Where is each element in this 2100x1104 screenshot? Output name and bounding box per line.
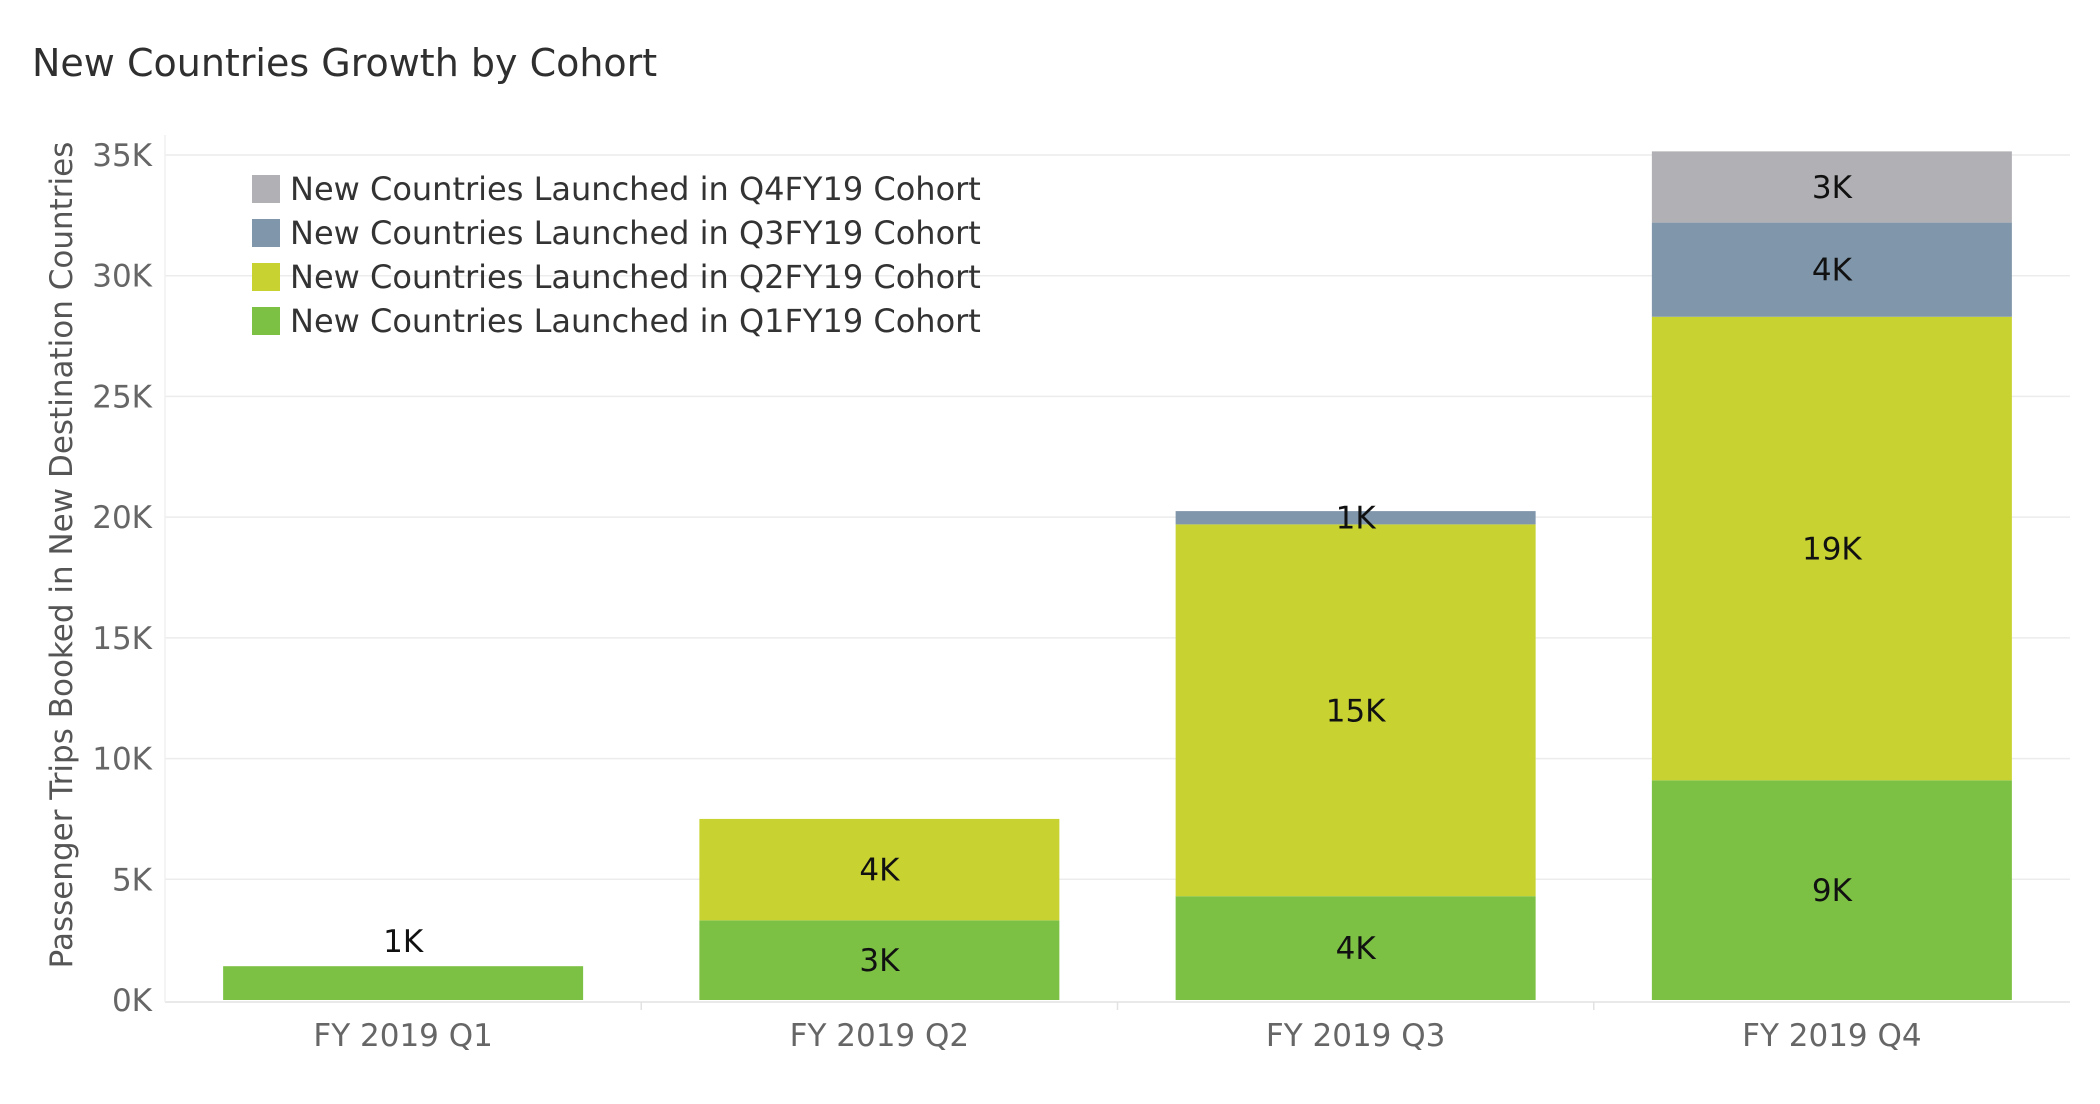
y-tick-label: 10K bbox=[92, 742, 152, 778]
x-tick-label: FY 2019 Q3 bbox=[1266, 1018, 1446, 1054]
y-tick-label: 25K bbox=[92, 379, 152, 415]
bar-segment[interactable] bbox=[1651, 151, 2012, 223]
y-tick-label: 0K bbox=[112, 983, 153, 1019]
y-tick-label: 15K bbox=[92, 621, 152, 657]
data-label: 15K bbox=[1326, 693, 1386, 729]
bar-segment[interactable] bbox=[1175, 896, 1536, 1000]
data-label: 3K bbox=[859, 943, 900, 979]
bar-segment[interactable] bbox=[1175, 511, 1536, 525]
gridlines bbox=[165, 154, 2070, 881]
bar-segment[interactable] bbox=[699, 920, 1060, 1000]
x-tick-label: FY 2019 Q1 bbox=[313, 1018, 493, 1054]
x-tick-label: FY 2019 Q2 bbox=[790, 1018, 970, 1054]
y-tick-label: 30K bbox=[92, 259, 152, 295]
bar-segment[interactable] bbox=[1651, 780, 2012, 1000]
bar-segment[interactable] bbox=[223, 966, 584, 1000]
legend-swatch bbox=[252, 307, 280, 335]
bar-segment[interactable] bbox=[1651, 316, 2012, 781]
y-axis-label: Passenger Trips Booked in New Destinatio… bbox=[44, 142, 80, 969]
bar-segment[interactable] bbox=[1175, 524, 1536, 897]
legend-swatch bbox=[252, 219, 280, 247]
data-label: 4K bbox=[859, 853, 900, 889]
bars bbox=[223, 151, 2012, 1000]
data-label: 4K bbox=[1812, 253, 1853, 289]
y-tick-label: 35K bbox=[92, 138, 152, 174]
legend-label: New Countries Launched in Q4FY19 Cohort bbox=[290, 170, 981, 208]
legend-label: New Countries Launched in Q1FY19 Cohort bbox=[290, 302, 981, 340]
legend-swatch bbox=[252, 263, 280, 291]
bar-segment[interactable] bbox=[699, 818, 1060, 921]
axes: 0K 5K 10K 15K 20K 25K 30K 35K FY 2019 Q1 FY 2019 … bbox=[92, 135, 2070, 1054]
data-label: 1K bbox=[383, 924, 424, 960]
data-label: 3K bbox=[1812, 170, 1853, 206]
data-label: 19K bbox=[1802, 532, 1862, 568]
bar-segment[interactable] bbox=[1651, 222, 2012, 317]
legend: New Countries Launched in Q4FY19 Cohort N… bbox=[252, 170, 981, 340]
legend-swatch bbox=[252, 175, 280, 203]
data-label: 9K bbox=[1812, 873, 1853, 909]
x-tick-label: FY 2019 Q4 bbox=[1742, 1018, 1922, 1054]
y-tick-label: 20K bbox=[92, 500, 152, 536]
legend-label: New Countries Launched in Q3FY19 Cohort bbox=[290, 214, 981, 252]
y-tick-label: 5K bbox=[112, 862, 153, 898]
data-label: 1K bbox=[1336, 501, 1377, 537]
data-label: 4K bbox=[1336, 931, 1377, 967]
data-labels: 1K 3K 4K 4K 15K 1K 9K 19K 4K 3K bbox=[383, 170, 1862, 979]
legend-label: New Countries Launched in Q2FY19 Cohort bbox=[290, 258, 981, 296]
chart-title: New Countries Growth by Cohort bbox=[32, 41, 657, 85]
